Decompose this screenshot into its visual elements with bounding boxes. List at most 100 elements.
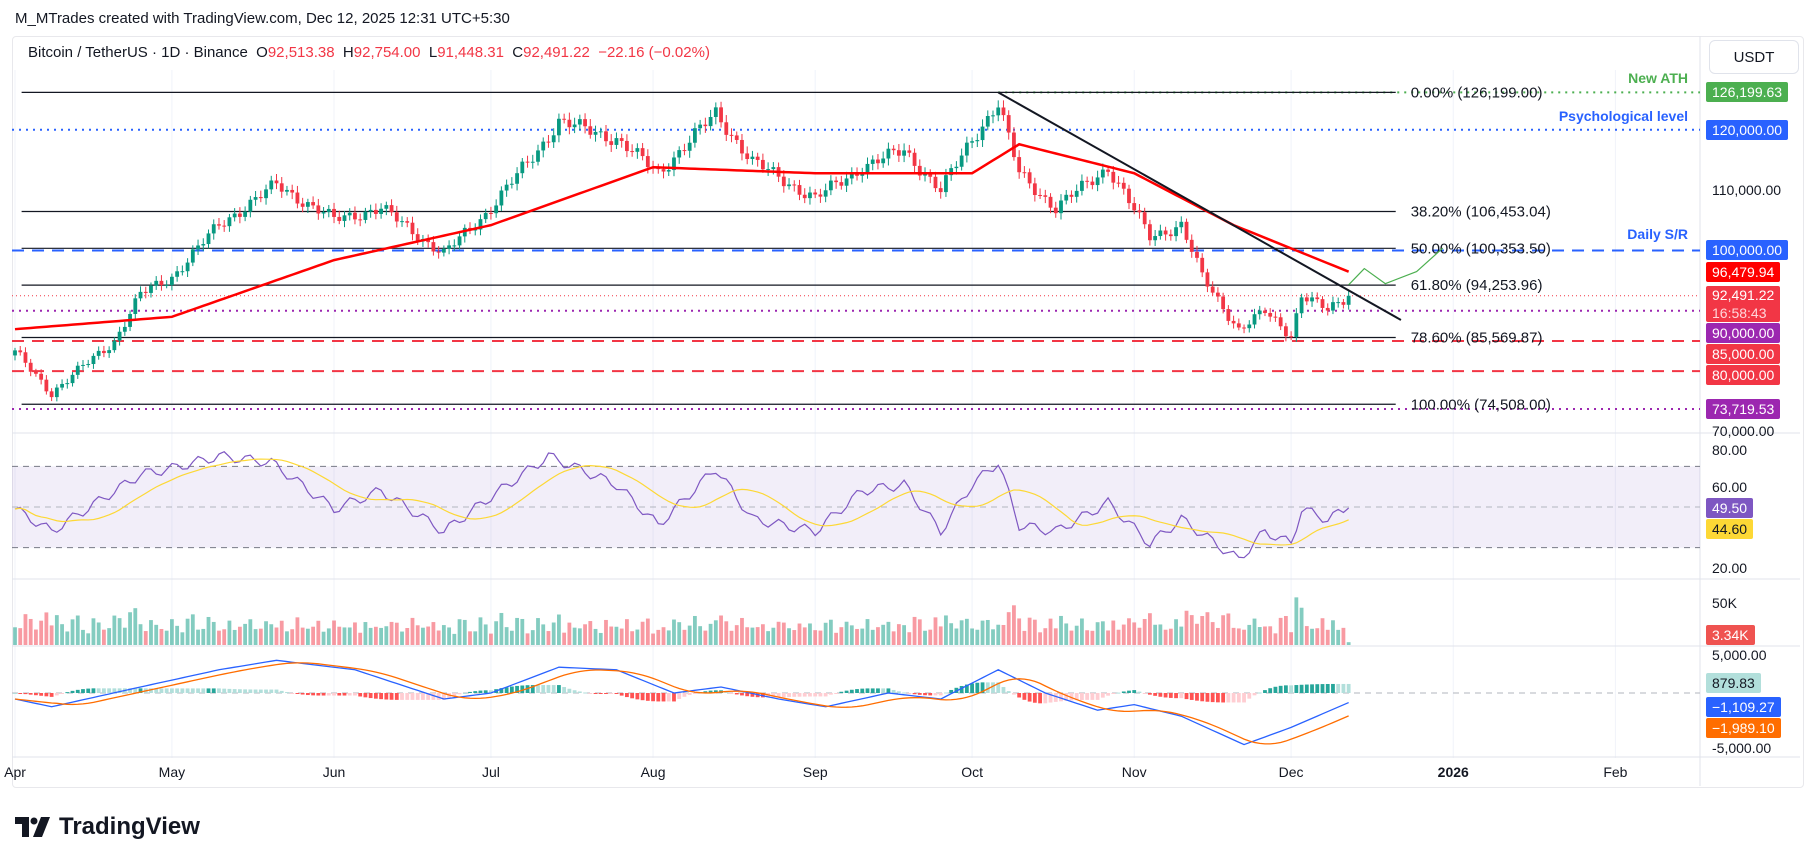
candle-body (902, 150, 906, 156)
candle (625, 134, 629, 158)
candle-body (619, 138, 624, 141)
candle-body (740, 139, 744, 154)
candle-body (792, 184, 797, 186)
candle (311, 196, 316, 209)
macd-histogram-bar (1095, 693, 1100, 700)
volume-bar (855, 628, 859, 645)
volume-bar (1153, 624, 1158, 645)
macd-histogram-bar (180, 688, 185, 693)
candle (264, 184, 268, 205)
candle (525, 155, 530, 168)
volume-bar (828, 619, 833, 645)
volume-bar (494, 621, 499, 645)
volume-bar (373, 626, 378, 645)
volume-bar (462, 619, 467, 645)
volume-bar (975, 629, 980, 645)
candle-body (295, 192, 300, 204)
candle-body (1179, 221, 1184, 228)
candle-body (991, 115, 995, 117)
candle (86, 359, 91, 368)
candle-body (672, 157, 676, 171)
volume-bar (138, 624, 143, 645)
candle-body (253, 197, 258, 200)
volume-bar (384, 626, 389, 645)
volume-bar (593, 628, 598, 645)
candle (258, 190, 263, 203)
macd-histogram-bar (1074, 693, 1079, 701)
fib-level-label: 100.00% (74,508.00) (1411, 396, 1551, 413)
candle (379, 203, 383, 219)
candle (760, 153, 765, 173)
countdown-timer: 16:58:43 (1712, 304, 1767, 321)
tradingview-logo[interactable]: TradingView (15, 813, 200, 841)
volume-bar (938, 626, 943, 645)
macd-histogram-bar (70, 690, 75, 693)
candle-body (1132, 203, 1137, 211)
volume-bar (902, 625, 906, 645)
volume-bar (729, 630, 734, 645)
candle (353, 206, 357, 225)
macd-histogram-bar (379, 693, 383, 700)
volume-bar (1012, 605, 1016, 645)
volume-bar (91, 618, 96, 645)
volume-bar (1294, 597, 1299, 645)
candle (1153, 230, 1158, 247)
candle-body (677, 150, 682, 158)
candle-body (436, 251, 441, 253)
candle-body (190, 249, 195, 263)
candle (912, 148, 917, 173)
candle (1080, 174, 1084, 196)
candle (232, 208, 237, 222)
candle-body (525, 161, 530, 163)
volume-bar (342, 627, 347, 645)
candle (436, 246, 441, 259)
candle (65, 378, 70, 389)
candle (274, 173, 279, 190)
macd-histogram-bar (645, 693, 650, 701)
volume-bar (1273, 633, 1278, 645)
macd-histogram-bar (1001, 687, 1006, 693)
brand-name: TradingView (59, 813, 200, 840)
macd-histogram-bar (1283, 685, 1288, 693)
volume-bar (358, 632, 363, 645)
candle (708, 109, 713, 131)
volume-bar (253, 629, 258, 645)
candle-body (1226, 309, 1231, 321)
candle-body (1148, 224, 1152, 241)
volume-bar (719, 615, 723, 645)
macd-histogram-bar (1226, 693, 1231, 703)
currency-button[interactable]: USDT (1709, 40, 1799, 74)
candle-body (91, 355, 96, 365)
macd-histogram-bar (39, 693, 44, 696)
candle-body (541, 141, 546, 151)
candle-body (1085, 180, 1090, 182)
macd-histogram-bar (436, 693, 441, 700)
candle (300, 197, 305, 213)
volume-bar (311, 626, 316, 645)
rsi-tick: 20.00 (1712, 559, 1748, 576)
volume-bar (1006, 612, 1011, 645)
volume-bar (755, 627, 760, 645)
candle (823, 183, 828, 203)
symbol-title[interactable]: Bitcoin / TetherUS · 1D · Binance (28, 44, 248, 61)
volume-tick: 50K (1712, 595, 1737, 611)
volume-bar (1111, 620, 1116, 645)
candle-body (959, 155, 964, 167)
macd-histogram-bar (107, 688, 112, 693)
volume-bar (258, 628, 263, 645)
volume-bar (933, 617, 938, 645)
volume-bar (672, 619, 676, 645)
macd-histogram-bar (996, 682, 1001, 693)
volume-bar (991, 629, 995, 645)
macd-histogram-bar (1168, 693, 1173, 698)
volume-bar (421, 627, 425, 645)
candle (133, 294, 138, 320)
macd-histogram-bar (813, 693, 818, 697)
candle-body (1304, 297, 1309, 302)
candle (70, 372, 75, 387)
macd-histogram-bar (640, 693, 645, 701)
candle-body (567, 119, 572, 128)
volume-bar (1252, 618, 1257, 645)
volume-bar (185, 618, 190, 645)
